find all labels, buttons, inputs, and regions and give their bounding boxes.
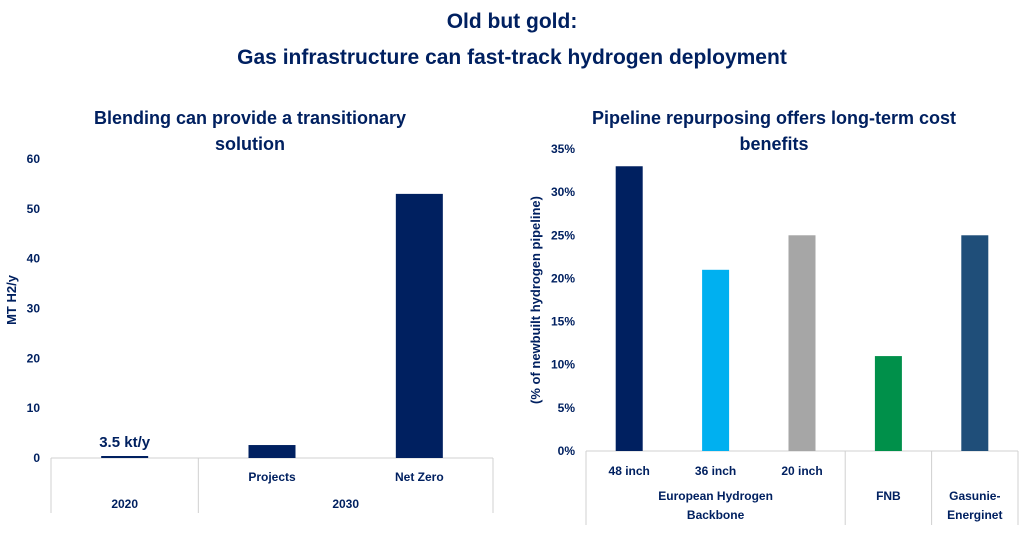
- bar: [248, 445, 296, 458]
- y-tick-label: 30%: [551, 185, 575, 199]
- y-axis-label: (% of newbuilt hydrogen pipeline): [528, 196, 543, 404]
- bar: [788, 235, 816, 451]
- y-tick-label: 35%: [551, 142, 575, 156]
- main-title-line1: Old but gold:: [447, 10, 578, 33]
- y-tick-label: 20%: [551, 271, 575, 285]
- bar: [702, 269, 730, 451]
- y-tick-label: 40: [27, 252, 41, 266]
- y-tick-label: 0%: [558, 444, 576, 458]
- bar: [961, 235, 989, 451]
- y-tick-label: 25%: [551, 228, 575, 242]
- group-label: Gasunie-: [949, 489, 1000, 503]
- group-label: 2020: [111, 497, 138, 511]
- chart-title: Blending can provide a transitionary: [94, 108, 406, 128]
- group-label: Backbone: [687, 508, 745, 522]
- y-tick-label: 0: [33, 451, 40, 465]
- y-tick-label: 50: [27, 202, 41, 216]
- y-tick-label: 20: [27, 351, 41, 365]
- bar: [101, 456, 149, 458]
- bar: [395, 193, 443, 458]
- bar: [615, 166, 643, 451]
- category-label: 20 inch: [781, 464, 822, 478]
- blending-chart: Blending can provide a transitionary solu…: [4, 108, 494, 513]
- category-label: Net Zero: [395, 470, 444, 484]
- category-label: 36 inch: [695, 464, 736, 478]
- y-tick-label: 15%: [551, 315, 575, 329]
- category-label: 48 inch: [609, 464, 650, 478]
- data-annotation: 3.5 kt/y: [99, 434, 151, 451]
- repurposing-chart: Pipeline repurposing offers long-term co…: [528, 108, 1019, 525]
- y-tick-label: 10%: [551, 358, 575, 372]
- y-tick-label: 60: [27, 152, 41, 166]
- group-label: FNB: [876, 489, 901, 503]
- y-tick-label: 10: [27, 401, 41, 415]
- chart-title: benefits: [739, 134, 808, 154]
- y-tick-label: 30: [27, 302, 41, 316]
- y-tick-label: 5%: [558, 401, 576, 415]
- group-label: 2030: [332, 497, 359, 511]
- category-label: Projects: [248, 470, 296, 484]
- group-label: Energinet: [947, 508, 1002, 522]
- y-axis-label: MT H2/y: [4, 274, 19, 325]
- chart-title: Pipeline repurposing offers long-term co…: [592, 108, 956, 128]
- main-title-line2: Gas infrastructure can fast-track hydrog…: [237, 46, 787, 69]
- group-label: European Hydrogen: [658, 489, 773, 503]
- bar: [874, 356, 902, 451]
- chart-title: solution: [215, 134, 285, 154]
